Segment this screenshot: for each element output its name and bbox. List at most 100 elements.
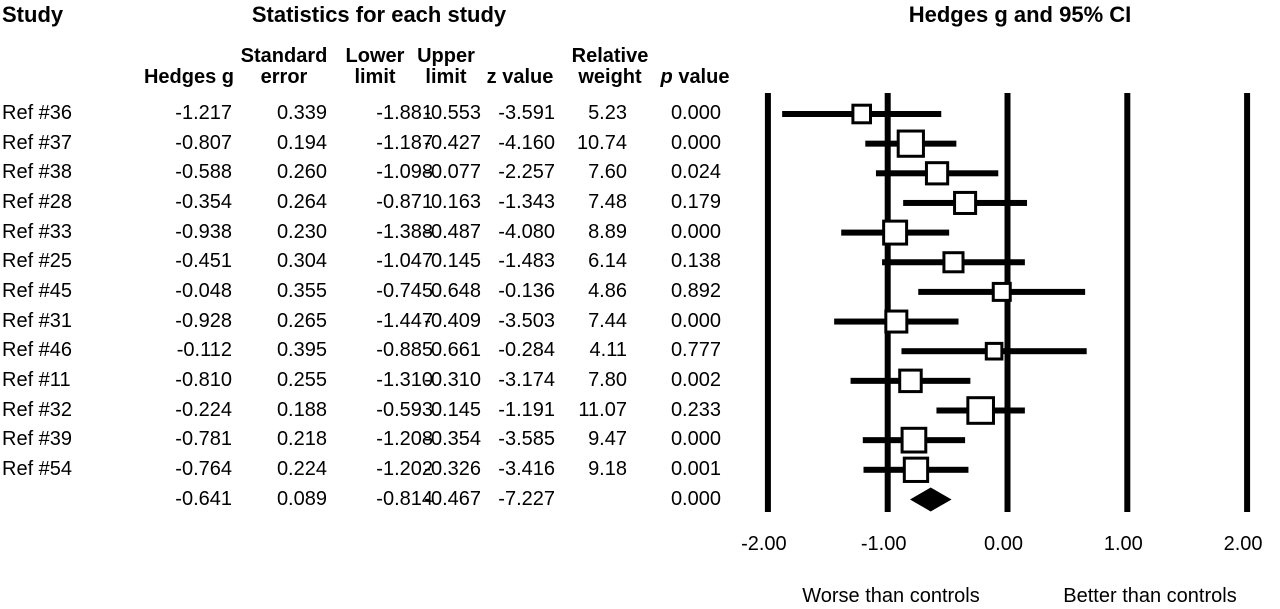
study-label: Ref #39 bbox=[2, 428, 73, 451]
cell-lower: -1.310 bbox=[376, 369, 433, 392]
cell-se: 0.265 bbox=[276, 309, 327, 332]
study-label: Ref #33 bbox=[2, 220, 73, 243]
table-row: Ref #38 -0.588 0.260 -1.098 -0.077 -2.257 7.60… bbox=[0, 158, 1280, 188]
effect-square bbox=[882, 219, 909, 246]
col-header-weight: Relative weight bbox=[571, 45, 649, 88]
cell-weight: 10.74 bbox=[576, 131, 627, 154]
effect-square bbox=[953, 190, 978, 215]
study-label: Ref #45 bbox=[2, 280, 73, 303]
table-row: Ref #36 -1.217 0.339 -1.881 -0.553 -3.591 5.23… bbox=[0, 99, 1280, 129]
axis-gridline--2.00 bbox=[764, 93, 771, 512]
x-tick-label: -1.00 bbox=[860, 533, 907, 555]
table-row: Ref #25 -0.451 0.304 -1.047 0.145 -1.483 6.14 0… bbox=[0, 247, 1280, 277]
axis-gridline--1.00 bbox=[884, 93, 891, 512]
cell-se: 0.355 bbox=[276, 280, 327, 303]
effect-square bbox=[851, 103, 873, 125]
cell-se: 0.089 bbox=[276, 487, 327, 510]
statistics-section-title: Statistics for each study bbox=[251, 2, 507, 27]
effect-square bbox=[942, 251, 965, 274]
summary-diamond bbox=[909, 487, 952, 512]
cell-upper: -0.553 bbox=[424, 102, 481, 125]
study-label: Ref #38 bbox=[2, 161, 73, 184]
table-row: Ref #46 -0.112 0.395 -0.885 0.661 -0.284 4.11 0… bbox=[0, 336, 1280, 366]
cell-upper: -0.409 bbox=[424, 309, 481, 332]
cell-upper: -0.354 bbox=[424, 428, 481, 451]
cell-lower: -0.745 bbox=[376, 280, 433, 303]
effect-square bbox=[896, 129, 925, 158]
cell-p: 0.000 bbox=[670, 428, 721, 451]
cell-p: 0.233 bbox=[670, 398, 721, 421]
cell-p: 0.000 bbox=[670, 220, 721, 243]
table-row: -0.641 0.089 -0.814 -0.467 -7.227 0.000 bbox=[0, 485, 1280, 515]
cell-hedges_g: -1.217 bbox=[175, 102, 232, 125]
cell-p: 0.000 bbox=[670, 102, 721, 125]
cell-se: 0.395 bbox=[276, 339, 327, 362]
cell-se: 0.188 bbox=[276, 398, 327, 421]
cell-hedges_g: -0.641 bbox=[175, 487, 232, 510]
col-header-upper: Upper limit bbox=[417, 45, 475, 88]
cell-p: 0.892 bbox=[670, 280, 721, 303]
cell-p: 0.138 bbox=[670, 250, 721, 273]
effect-square bbox=[898, 368, 923, 394]
cell-se: 0.255 bbox=[276, 369, 327, 392]
cell-weight: 5.23 bbox=[588, 102, 627, 125]
cell-upper: 0.648 bbox=[430, 280, 481, 303]
table-row: Ref #33 -0.938 0.230 -1.388 -0.487 -4.080 8.89… bbox=[0, 218, 1280, 248]
col-header-se: Standard error bbox=[240, 45, 328, 88]
cell-z: -2.257 bbox=[498, 161, 555, 184]
col-header-lower: Lower limit bbox=[345, 45, 405, 88]
cell-weight: 9.18 bbox=[588, 457, 627, 480]
cell-hedges_g: -0.928 bbox=[175, 309, 232, 332]
study-column-title: Study bbox=[2, 2, 64, 27]
cell-se: 0.264 bbox=[276, 191, 327, 214]
table-row: Ref #28 -0.354 0.264 -0.871 0.163 -1.343 7.48 0… bbox=[0, 188, 1280, 218]
cell-weight: 6.14 bbox=[588, 250, 627, 273]
cell-se: 0.194 bbox=[276, 131, 327, 154]
col-header-hedges_g: Hedges g bbox=[143, 66, 235, 88]
cell-hedges_g: -0.224 bbox=[175, 398, 232, 421]
cell-upper: 0.145 bbox=[430, 398, 481, 421]
cell-p: 0.000 bbox=[670, 131, 721, 154]
cell-hedges_g: -0.807 bbox=[175, 131, 232, 154]
study-label: Ref #46 bbox=[2, 339, 73, 362]
study-label: Ref #32 bbox=[2, 398, 73, 421]
cell-weight: 9.47 bbox=[588, 428, 627, 451]
cell-z: -3.416 bbox=[498, 457, 555, 480]
cell-weight: 11.07 bbox=[578, 398, 627, 421]
cell-hedges_g: -0.112 bbox=[176, 339, 232, 362]
axis-caption-better: Better than controls bbox=[1063, 585, 1237, 607]
cell-lower: -0.871 bbox=[376, 191, 433, 214]
cell-weight: 7.48 bbox=[588, 191, 627, 214]
study-label: Ref #28 bbox=[2, 191, 73, 214]
cell-z: -0.284 bbox=[498, 339, 555, 362]
cell-z: -0.136 bbox=[498, 280, 555, 303]
table-row: Ref #32 -0.224 0.188 -0.593 0.145 -1.191 11.07… bbox=[0, 396, 1280, 426]
cell-upper: -0.077 bbox=[424, 161, 481, 184]
cell-p: 0.024 bbox=[670, 161, 721, 184]
cell-upper: 0.661 bbox=[430, 339, 481, 362]
plot-title: Hedges g and 95% CI bbox=[908, 2, 1132, 27]
study-label: Ref #54 bbox=[2, 457, 73, 480]
study-label: Ref #11 bbox=[2, 369, 71, 392]
cell-z: -3.503 bbox=[498, 309, 555, 332]
cell-hedges_g: -0.764 bbox=[175, 457, 232, 480]
cell-lower: -0.814 bbox=[376, 487, 433, 510]
cell-upper: 0.163 bbox=[430, 191, 481, 214]
cell-hedges_g: -0.781 bbox=[175, 428, 232, 451]
x-tick-label: 1.00 bbox=[1103, 533, 1143, 555]
cell-p: 0.000 bbox=[670, 487, 721, 510]
axis-gridline-1.00 bbox=[1124, 93, 1131, 512]
cell-lower: -1.187 bbox=[376, 131, 433, 154]
cell-upper: -0.310 bbox=[424, 369, 481, 392]
cell-hedges_g: -0.354 bbox=[175, 191, 232, 214]
axis-gridline-2.00 bbox=[1244, 93, 1251, 512]
cell-lower: -0.593 bbox=[376, 398, 433, 421]
cell-z: -4.080 bbox=[498, 220, 555, 243]
axis-gridline-0.00 bbox=[1004, 93, 1011, 512]
x-tick-label: -2.00 bbox=[741, 533, 787, 555]
col-header-p: p value bbox=[660, 66, 730, 88]
cell-lower: -1.047 bbox=[376, 250, 433, 273]
cell-weight: 4.11 bbox=[589, 339, 627, 362]
